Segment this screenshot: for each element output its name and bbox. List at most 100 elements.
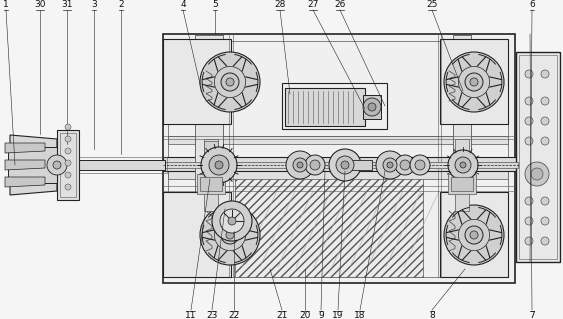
Circle shape (65, 160, 71, 166)
Text: 7: 7 (529, 311, 535, 319)
Bar (448, 174, 476, 194)
Circle shape (297, 162, 303, 168)
Circle shape (525, 70, 533, 78)
Text: 23: 23 (206, 311, 218, 319)
Bar (163, 34, 515, 283)
Circle shape (525, 217, 533, 225)
Bar (204, 139, 218, 211)
Text: 30: 30 (34, 0, 46, 9)
Circle shape (221, 73, 239, 91)
Text: 26: 26 (334, 0, 346, 9)
Circle shape (329, 149, 361, 181)
Circle shape (53, 161, 61, 169)
Circle shape (541, 97, 549, 105)
Bar (235, 169, 423, 277)
Circle shape (525, 162, 549, 186)
Text: 9: 9 (318, 311, 324, 319)
Circle shape (470, 78, 478, 86)
Circle shape (383, 158, 397, 172)
Circle shape (541, 70, 549, 78)
Bar (163, 192, 231, 277)
Circle shape (226, 231, 234, 239)
Circle shape (310, 160, 320, 170)
Circle shape (415, 160, 425, 170)
Bar (516, 52, 560, 262)
Circle shape (525, 97, 533, 105)
Text: 11: 11 (185, 311, 196, 319)
Circle shape (400, 160, 410, 170)
Circle shape (541, 137, 549, 145)
Text: 5: 5 (212, 0, 218, 9)
Text: 6: 6 (529, 0, 535, 9)
Polygon shape (5, 177, 45, 187)
Bar (65, 160, 165, 170)
Circle shape (215, 161, 223, 169)
Circle shape (336, 156, 354, 174)
Circle shape (226, 78, 234, 86)
Circle shape (410, 155, 430, 175)
Text: 22: 22 (229, 311, 240, 319)
Polygon shape (10, 135, 57, 195)
Bar (195, 35, 223, 277)
Bar (163, 157, 518, 171)
Circle shape (525, 137, 533, 145)
Circle shape (541, 117, 549, 125)
Circle shape (363, 98, 381, 116)
Circle shape (305, 155, 325, 175)
Bar (455, 139, 469, 211)
Text: 18: 18 (354, 311, 366, 319)
Circle shape (47, 155, 67, 175)
Text: 20: 20 (300, 311, 311, 319)
Circle shape (65, 124, 71, 130)
Text: 8: 8 (429, 311, 435, 319)
Circle shape (65, 172, 71, 178)
Bar (168, 41, 508, 277)
Polygon shape (5, 160, 45, 170)
Circle shape (293, 158, 307, 172)
Bar (57, 157, 167, 173)
Bar (8, 147, 58, 183)
Circle shape (455, 157, 471, 173)
Circle shape (201, 147, 237, 183)
Circle shape (376, 151, 404, 179)
Bar (163, 39, 231, 124)
Text: 4: 4 (180, 0, 186, 9)
Bar (168, 171, 508, 179)
Polygon shape (5, 143, 45, 153)
Bar (282, 83, 387, 129)
Circle shape (286, 151, 314, 179)
Circle shape (221, 226, 239, 244)
Circle shape (541, 197, 549, 205)
Circle shape (531, 168, 543, 180)
Bar (363, 95, 381, 119)
Bar (519, 55, 557, 259)
Circle shape (228, 217, 236, 225)
Text: 25: 25 (426, 0, 437, 9)
Bar (440, 39, 508, 124)
Circle shape (525, 117, 533, 125)
Bar (163, 162, 518, 168)
Circle shape (387, 162, 393, 168)
Bar (200, 177, 222, 191)
Circle shape (200, 52, 260, 112)
Circle shape (525, 197, 533, 205)
Bar (168, 136, 508, 144)
Bar (197, 174, 225, 194)
Text: 28: 28 (274, 0, 285, 9)
Circle shape (525, 237, 533, 245)
Text: 21: 21 (276, 311, 288, 319)
Circle shape (460, 162, 466, 168)
Circle shape (65, 148, 71, 154)
Circle shape (209, 155, 229, 175)
Text: 31: 31 (61, 0, 73, 9)
Circle shape (368, 103, 376, 111)
Circle shape (444, 205, 504, 265)
Text: 2: 2 (118, 0, 124, 9)
Circle shape (65, 136, 71, 142)
Text: 3: 3 (91, 0, 97, 9)
Bar (453, 35, 471, 277)
Circle shape (444, 52, 504, 112)
Bar (60, 133, 76, 197)
Bar (451, 177, 473, 191)
Circle shape (465, 226, 483, 244)
